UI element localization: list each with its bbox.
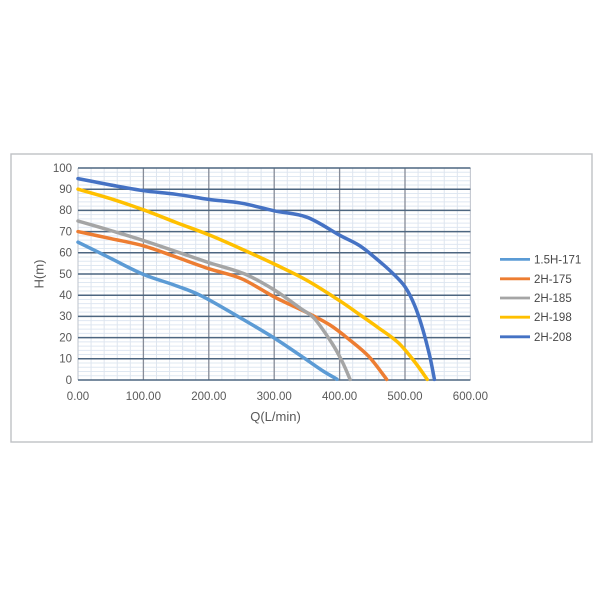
svg-text:2H-175: 2H-175 — [534, 274, 572, 286]
svg-text:Q(L/min): Q(L/min) — [250, 409, 301, 424]
svg-text:2H-198: 2H-198 — [534, 312, 572, 324]
svg-text:500.00: 500.00 — [387, 391, 422, 403]
svg-text:100: 100 — [53, 163, 72, 175]
svg-text:300.00: 300.00 — [257, 391, 292, 403]
svg-text:50: 50 — [59, 269, 72, 281]
svg-text:30: 30 — [59, 311, 72, 323]
svg-text:40: 40 — [59, 290, 72, 302]
svg-text:100.00: 100.00 — [126, 391, 161, 403]
svg-text:70: 70 — [59, 226, 72, 238]
svg-text:400.00: 400.00 — [322, 391, 357, 403]
svg-text:90: 90 — [59, 184, 72, 196]
svg-text:H(m): H(m) — [32, 260, 47, 289]
svg-text:20: 20 — [59, 332, 72, 344]
svg-text:2H-185: 2H-185 — [534, 293, 572, 305]
svg-text:600.00: 600.00 — [453, 391, 488, 403]
svg-text:0.00: 0.00 — [67, 391, 89, 403]
svg-text:80: 80 — [59, 205, 72, 217]
svg-text:2H-208: 2H-208 — [534, 332, 572, 344]
svg-text:1.5H-171: 1.5H-171 — [534, 254, 581, 266]
svg-text:60: 60 — [59, 248, 72, 260]
svg-text:10: 10 — [59, 354, 72, 366]
svg-text:0: 0 — [66, 375, 72, 387]
svg-text:200.00: 200.00 — [191, 391, 226, 403]
